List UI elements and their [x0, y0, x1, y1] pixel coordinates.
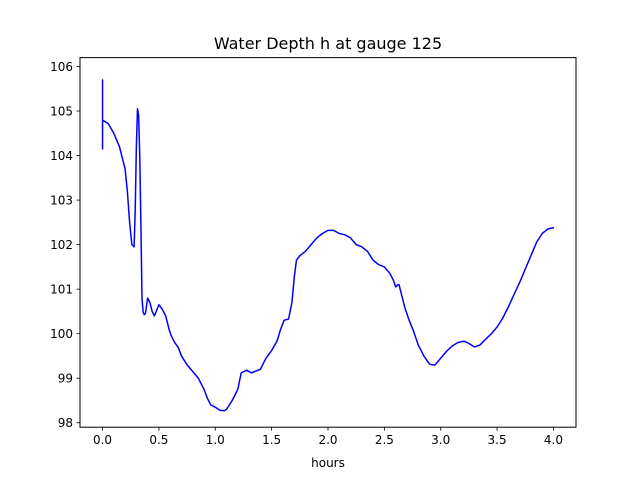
- x-tick-label: 4.0: [544, 433, 563, 447]
- chart-title: Water Depth h at gauge 125: [214, 34, 442, 53]
- x-tick-label: 0.0: [93, 433, 112, 447]
- plot-area: [79, 57, 577, 428]
- y-tick-label: 106: [50, 60, 73, 74]
- y-tick-label: 103: [50, 193, 73, 207]
- y-tick-label: 104: [50, 149, 73, 163]
- y-tick-label: 105: [50, 104, 73, 118]
- series-line-0: [101, 79, 555, 412]
- series-layer: [101, 79, 555, 412]
- x-axis: 0.0 0.5 1.0 1.5 2.0 2.5 3.0 3.5 4.0: [93, 427, 563, 447]
- x-tick-label: 3.5: [488, 433, 507, 447]
- x-tick-label: 1.0: [206, 433, 225, 447]
- x-tick-label: 1.5: [262, 433, 281, 447]
- x-tick-label: 0.5: [149, 433, 168, 447]
- x-tick-label: 2.5: [375, 433, 394, 447]
- y-tick-label: 100: [50, 327, 73, 341]
- x-tick-label: 3.0: [431, 433, 450, 447]
- x-tick-label: 2.0: [318, 433, 337, 447]
- y-axis: 98 99 100 101 102 103 104 105 106: [50, 60, 80, 430]
- y-tick-label: 99: [58, 372, 73, 386]
- y-tick-label: 102: [50, 238, 73, 252]
- x-axis-label: hours: [311, 456, 345, 470]
- plot-frame: [79, 57, 577, 428]
- y-tick-label: 101: [50, 282, 73, 296]
- y-tick-label: 98: [58, 416, 73, 430]
